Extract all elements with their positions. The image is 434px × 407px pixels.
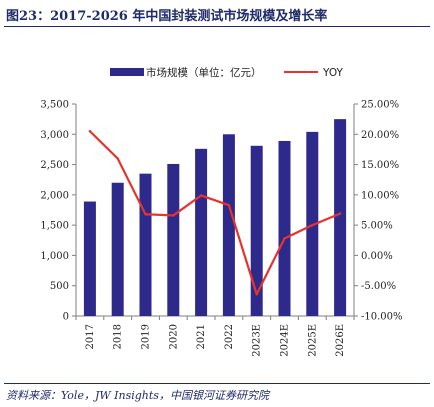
- title-divider: [4, 26, 430, 27]
- legend-bar-label: 市场规模（单位：亿元）: [146, 66, 262, 79]
- yoy-point: [88, 130, 92, 133]
- x-tick-label: 2017: [85, 324, 96, 349]
- yoy-point: [283, 237, 286, 240]
- x-tick-label: 2024E: [280, 324, 291, 357]
- left-tick-label: 1,000: [40, 251, 69, 262]
- yoy-line-segment: [144, 213, 175, 217]
- legend: 市场规模（单位：亿元） YOY: [110, 66, 344, 79]
- x-tick-label: 2025E: [307, 324, 318, 357]
- bar: [139, 173, 152, 316]
- source-note: 资料来源：Yole，JW Insights，中国银河证券研究院: [6, 389, 269, 402]
- yoy-point: [199, 194, 203, 197]
- left-tick-label: 1,500: [40, 221, 69, 232]
- right-tick-label: 5.00%: [361, 221, 393, 232]
- chart-title: 图23：2017-2026 年中国封装测试市场规模及增长率: [6, 9, 328, 24]
- yoy-line-segment: [283, 224, 314, 240]
- left-tick-label: 0: [63, 312, 69, 323]
- x-tick-label: 2018: [113, 324, 124, 349]
- right-tick-label: -10.00%: [361, 312, 403, 323]
- bar: [83, 201, 96, 316]
- left-tick-label: 2,000: [40, 190, 69, 201]
- yoy-point: [311, 223, 314, 227]
- yoy-point: [338, 212, 342, 215]
- left-tick-label: 2,500: [40, 160, 69, 171]
- right-tick-label: 15.00%: [361, 160, 399, 171]
- left-tick-label: 3,000: [40, 130, 69, 141]
- right-tick-label: 25.00%: [361, 100, 399, 111]
- right-tick-label: 10.00%: [361, 190, 399, 201]
- x-tick-label: 2023E: [252, 324, 263, 357]
- bar: [111, 182, 124, 316]
- x-tick-label: 2026E: [335, 324, 346, 357]
- yoy-point: [227, 203, 231, 207]
- footer-divider: [4, 383, 430, 384]
- bar: [167, 163, 180, 316]
- right-tick-label: 20.00%: [361, 130, 399, 141]
- yoy-line-segment: [255, 237, 286, 296]
- left-tick-label: 500: [50, 281, 69, 292]
- bar-series: [83, 119, 347, 317]
- x-tick-label: 2022: [224, 324, 235, 349]
- x-tick-label: 2019: [141, 324, 152, 349]
- yoy-point: [172, 214, 175, 217]
- x-tick-label: 2020: [168, 324, 179, 349]
- yoy-line-series: [88, 130, 342, 296]
- bar: [278, 140, 291, 316]
- legend-line-label: YOY: [322, 67, 344, 79]
- yoy-line-segment: [88, 130, 119, 160]
- x-tick-label: 2021: [196, 324, 207, 349]
- yoy-line-segment: [311, 212, 342, 227]
- bar: [306, 131, 319, 316]
- yoy-line-segment: [200, 194, 230, 207]
- yoy-line-segment: [227, 204, 258, 296]
- yoy-line-segment: [172, 194, 203, 217]
- left-tick-label: 3,500: [40, 100, 69, 111]
- bar: [334, 119, 347, 317]
- bar: [250, 145, 263, 316]
- bar: [195, 148, 208, 316]
- yoy-point: [144, 213, 147, 216]
- yoy-point: [116, 157, 119, 160]
- right-tick-label: -5.00%: [361, 281, 396, 292]
- bar: [222, 134, 235, 316]
- right-tick-label: 0.00%: [361, 251, 393, 262]
- yoy-point: [255, 292, 258, 296]
- yoy-line-segment: [116, 157, 147, 216]
- legend-bar-swatch: [110, 68, 144, 76]
